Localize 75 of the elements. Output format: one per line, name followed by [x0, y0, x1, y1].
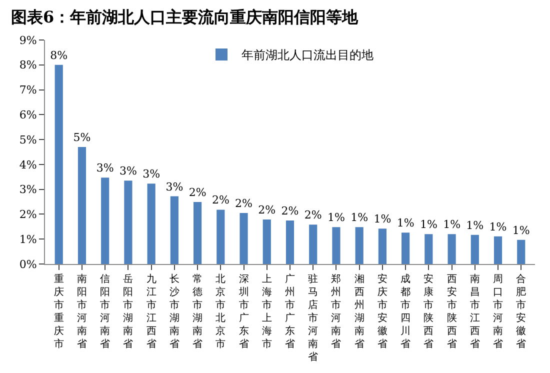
- bar: [101, 178, 110, 264]
- data-label: 2%: [258, 203, 276, 216]
- y-tick-label: 6%: [19, 108, 37, 122]
- data-label: 1%: [328, 211, 345, 224]
- data-label: 1%: [466, 218, 484, 232]
- bar: [517, 240, 526, 264]
- bar: [194, 202, 202, 264]
- bar: [124, 180, 132, 264]
- x-tick-label: 上海市上海市: [262, 273, 272, 350]
- data-label: 2%: [281, 204, 299, 218]
- bar: [332, 227, 340, 264]
- data-label: 8%: [50, 48, 68, 62]
- x-tick-label: 成都市四川省: [400, 273, 411, 350]
- y-tick-label: 4%: [19, 158, 37, 172]
- bar: [448, 234, 456, 264]
- y-tick-label: 8%: [19, 58, 37, 72]
- bar: [470, 234, 479, 264]
- data-label: 3%: [119, 164, 137, 178]
- data-label: 2%: [212, 194, 230, 207]
- chart-title: 图表6：年前湖北人口主要流向重庆南阳信阳等地: [11, 7, 360, 26]
- bar: [402, 232, 410, 264]
- bar: [262, 219, 271, 264]
- x-tick-label: 北京市北京市: [216, 273, 226, 350]
- y-tick-label: 0%: [19, 258, 37, 271]
- bar: [309, 224, 318, 264]
- data-label: 1%: [512, 224, 530, 237]
- x-tick-label: 安庆市安徽省: [377, 273, 388, 350]
- data-label: 3%: [142, 168, 160, 181]
- bar: [147, 184, 156, 264]
- data-label: 3%: [166, 180, 184, 194]
- bar: [54, 64, 63, 264]
- x-tick-label: 郑州市河南省: [331, 273, 342, 350]
- y-tick-label: 5%: [19, 133, 37, 146]
- x-tick-label: 周口市河南省: [493, 274, 504, 350]
- x-tick-label: 信阳市河南省: [100, 273, 110, 350]
- x-tick-label: 岳阳市湖南省: [123, 273, 134, 350]
- x-tick-label: 合肥市安徽省: [516, 273, 526, 350]
- bar: [378, 228, 386, 264]
- x-tick-label: 南昌市江西省: [470, 273, 480, 350]
- y-tick-label: 2%: [19, 208, 37, 222]
- bar: [286, 220, 294, 264]
- x-tick-label: 湘西州湖南省: [354, 273, 364, 350]
- data-label: 1%: [374, 212, 392, 226]
- bar: [355, 227, 364, 264]
- data-label: 1%: [443, 218, 461, 232]
- bar: [240, 212, 248, 264]
- x-tick-label: 长沙市湖南省: [169, 273, 180, 350]
- x-tick-label: 广州市广东省: [285, 273, 295, 350]
- data-label: 1%: [396, 216, 414, 230]
- x-tick-label: 九江市江西省: [146, 273, 156, 350]
- bar: [424, 234, 433, 264]
- data-label: 5%: [73, 131, 91, 144]
- x-tick-label: 深圳市广东省: [238, 273, 249, 350]
- bar: [170, 196, 178, 264]
- x-tick-label: 常德市湖南省: [192, 273, 203, 350]
- data-label: 3%: [96, 162, 114, 175]
- y-tick-label: 1%: [19, 232, 37, 246]
- bar: [78, 147, 86, 264]
- data-label: 1%: [350, 211, 368, 224]
- data-label: 1%: [420, 218, 438, 232]
- legend-label: 年前湖北人口流出目的地: [242, 48, 374, 62]
- bar: [494, 236, 502, 264]
- x-tick-label: 南阳市河南省: [76, 273, 87, 350]
- bar: [216, 210, 225, 264]
- data-label: 2%: [235, 196, 252, 210]
- data-label: 1%: [489, 220, 507, 234]
- x-tick-label: 驻马店市河南省: [308, 273, 318, 363]
- x-tick-label: 安康市陕西省: [424, 273, 434, 350]
- data-label: 2%: [188, 186, 206, 200]
- y-tick-label: 9%: [19, 34, 37, 47]
- y-tick-label: 3%: [19, 183, 37, 196]
- y-tick-label: 7%: [19, 84, 37, 97]
- x-tick-label: 重庆市重庆市: [54, 273, 64, 350]
- x-tick-label: 西安市陕西省: [446, 274, 457, 350]
- data-label: 2%: [304, 208, 322, 222]
